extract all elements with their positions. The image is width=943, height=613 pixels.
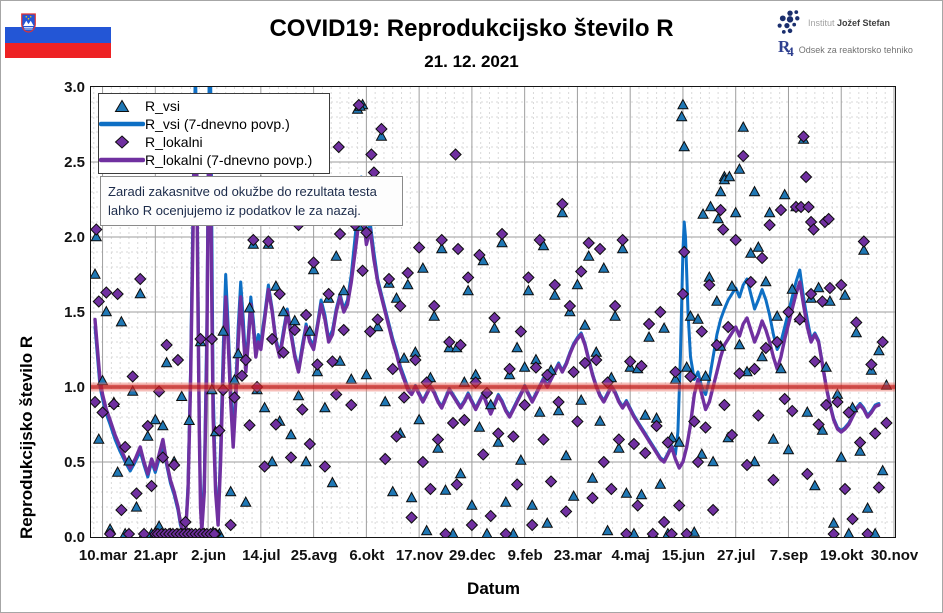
legend-item-r-vsi-avg: R_vsi (7-dnevno povp.) — [99, 115, 329, 133]
blue-line-swatch-icon — [99, 121, 145, 127]
y-tick-label: 1.0 — [64, 378, 85, 396]
diamond-marker-icon — [114, 135, 130, 149]
x-tick-label: 15.jun — [661, 547, 706, 564]
r4-logo: R4 — [778, 37, 794, 59]
legend-item-r-lokalni: R_lokalni — [99, 133, 329, 151]
ijs-dots-icon — [777, 10, 800, 34]
annotation-line-1: Zaradi zakasnitve od okužbe do rezultata… — [108, 184, 377, 199]
annotation-line-2: lahko R ocenjujemo iz podatkov le za naz… — [108, 203, 361, 218]
x-axis-title: Datum — [467, 579, 520, 598]
x-tick-label: 21.apr — [133, 547, 178, 564]
chart-canvas — [91, 87, 895, 537]
x-tick-label: 30.nov — [870, 547, 919, 564]
x-tick-label: 27.jul — [717, 547, 756, 564]
chart-legend: R_vsi R_vsi (7-dnevno povp.) R_lokalni R… — [98, 93, 330, 174]
page-subtitle: 21. 12. 2021 — [424, 52, 519, 71]
slovenia-coat-of-arms-icon — [21, 13, 36, 33]
x-tick-label: 29.dec — [449, 547, 496, 564]
legend-item-r-lokalni-avg: R_lokalni (7-dnevno povp.) — [99, 151, 329, 169]
flag-red-stripe — [5, 43, 111, 58]
purple-line-swatch-icon — [99, 157, 145, 163]
y-tick-label: 0.0 — [64, 528, 85, 546]
ijs-logo: Institut Jožef Stefan R4 Odsek za reakto… — [776, 9, 926, 63]
x-tick-label: 10.mar — [78, 547, 128, 564]
x-tick-label: 2.jun — [191, 547, 227, 564]
x-tick-label: 9.feb — [507, 547, 543, 564]
chart-plot-area — [90, 86, 896, 538]
department-name: Odsek za reaktorsko tehniko — [798, 44, 913, 55]
x-tick-label: 4.maj — [611, 547, 650, 564]
triangle-marker-icon — [114, 99, 130, 112]
y-tick-label: 2.0 — [64, 228, 85, 246]
x-tick-label: 19.okt — [820, 547, 864, 564]
x-tick-label: 6.okt — [349, 547, 385, 564]
y-tick-label: 0.5 — [64, 453, 85, 471]
y-tick-label: 1.5 — [64, 303, 85, 321]
x-tick-label: 25.avg — [290, 547, 338, 564]
slovenia-flag — [5, 11, 111, 58]
x-tick-label: 14.jul — [242, 547, 281, 564]
x-tick-label: 17.nov — [395, 547, 444, 564]
lag-annotation: Zaradi zakasnitve od okužbe do rezultata… — [100, 176, 403, 226]
y-tick-label: 3.0 — [64, 78, 85, 96]
institute-name: Institut Jožef Stefan — [808, 17, 891, 28]
legend-item-r-vsi: R_vsi — [99, 97, 329, 115]
x-tick-label: 7.sep — [769, 547, 809, 564]
page-title: COVID19: Reprodukcijsko število R — [269, 15, 674, 42]
x-tick-label: 23.mar — [553, 547, 603, 564]
y-tick-label: 2.5 — [64, 153, 85, 171]
